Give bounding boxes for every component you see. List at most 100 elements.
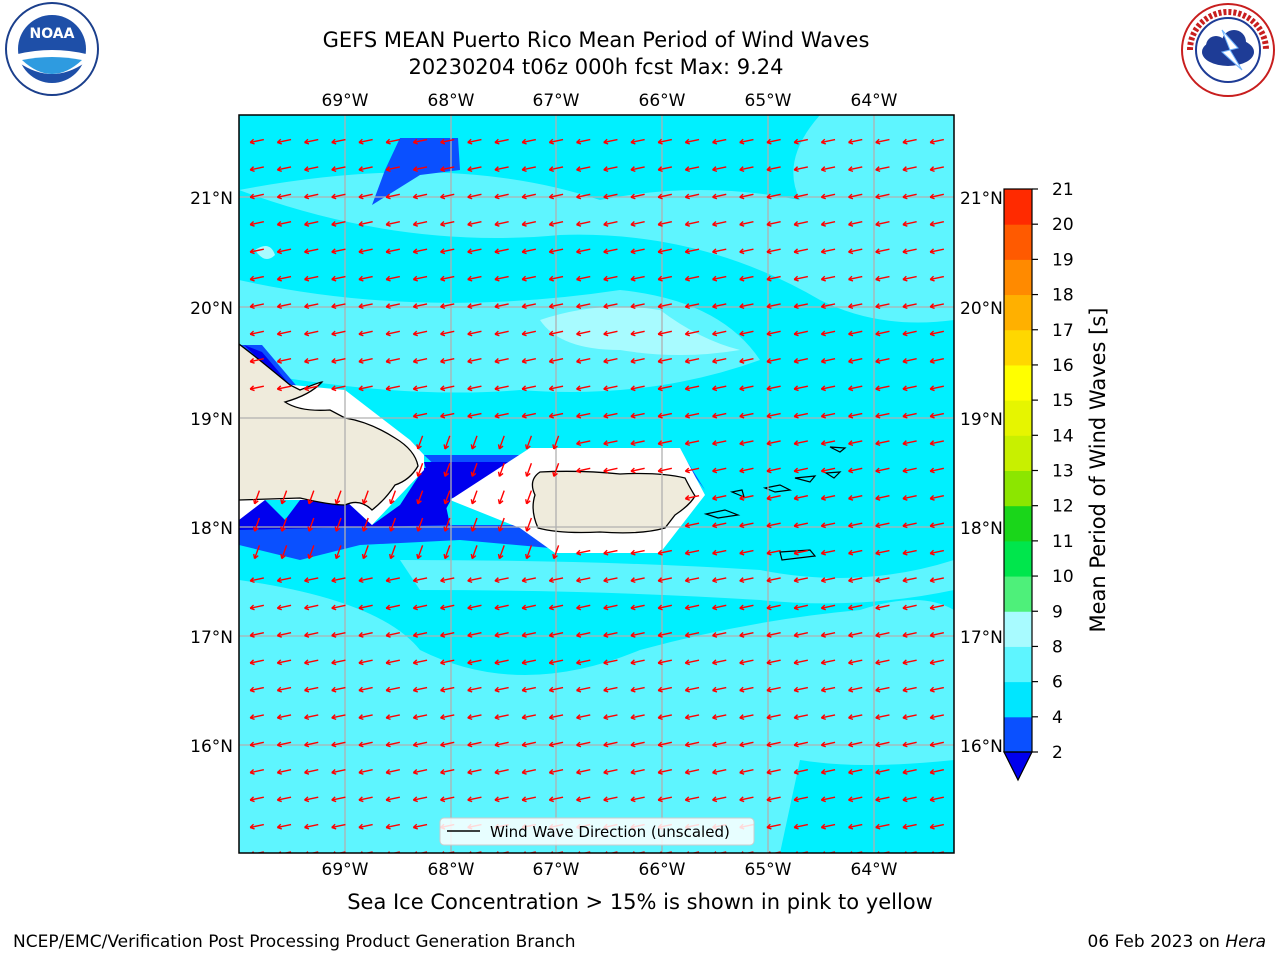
wind-arrow (685, 522, 700, 527)
sea-ice-caption: Sea Ice Concentration > 15% is shown in … (347, 890, 933, 914)
wind-arrow-head (468, 851, 472, 853)
wind-arrow (821, 796, 836, 801)
wind-arrow-head (902, 741, 908, 748)
wind-arrow (335, 490, 342, 505)
wind-arrow (413, 248, 428, 253)
wind-arrow (413, 330, 428, 335)
wind-arrow-head (304, 823, 310, 830)
wind-arrow-head (249, 686, 255, 693)
wind-arrow-head (739, 220, 745, 227)
wind-arrow-head (875, 494, 881, 501)
wind-arrow-head (684, 659, 690, 666)
wind-arrow-head (385, 768, 391, 775)
wind-arrow-head (766, 275, 772, 282)
wind-arrow-head (739, 330, 745, 337)
wind-arrow-head (443, 499, 450, 505)
wind-arrow-head (684, 467, 690, 474)
wind-arrow (930, 659, 944, 664)
wind-arrow-head (385, 275, 391, 282)
wind-arrow (902, 741, 917, 746)
colorbar-segment (1004, 576, 1032, 612)
wind-arrow-head (684, 796, 690, 803)
wind-arrow (658, 467, 672, 472)
wind-arrow (386, 796, 400, 801)
wind-arrow (549, 741, 564, 746)
wind-arrow (498, 462, 505, 477)
wind-arrow-head (440, 357, 446, 364)
wind-arrow (576, 440, 591, 445)
wind-arrow-head (684, 385, 690, 392)
wind-arrow (358, 330, 373, 335)
wind-arrow (739, 659, 754, 664)
wind-arrow (304, 385, 319, 390)
wind-arrow-head (576, 303, 582, 310)
wind-arrow (494, 659, 509, 664)
wind-arrow-head (249, 768, 255, 775)
wind-arrow (766, 358, 781, 363)
wind-arrow (685, 275, 700, 281)
wind-arrow (794, 303, 808, 308)
wind-arrow-head (470, 444, 477, 450)
wind-arrow-head (820, 248, 826, 255)
wind-arrow-head (385, 385, 391, 392)
wind-arrow (848, 577, 863, 582)
wind-arrow-head (766, 303, 772, 310)
wind-arrow (358, 303, 373, 308)
wind-arrow-head (470, 471, 477, 477)
wind-arrow-head (307, 526, 314, 532)
wind-arrow-head (304, 275, 310, 282)
wind-arrow-head (766, 193, 772, 200)
wind-arrow (658, 769, 672, 774)
noaa-logo: NOAA (5, 2, 99, 96)
wind-arrow (386, 248, 400, 253)
wind-arrow-head (548, 330, 554, 337)
wind-arrow (685, 330, 700, 335)
wind-arrow-head (304, 577, 310, 584)
wind-arrow-head (249, 714, 255, 721)
wind-arrow (250, 275, 264, 281)
wind-arrow (902, 412, 917, 418)
wind-arrow (630, 467, 645, 472)
wind-arrow (413, 659, 428, 664)
wind-arrow (902, 385, 917, 390)
wind-arrow-head (875, 166, 881, 173)
wind-arrow (413, 686, 428, 692)
wind-arrow (494, 358, 509, 363)
wind-arrow (522, 769, 536, 774)
wind-arrow-head (331, 686, 337, 693)
wind-arrow (304, 577, 319, 582)
wind-arrow-head (412, 248, 418, 255)
wind-arrow (821, 193, 836, 198)
wind-arrow-head (358, 385, 364, 392)
wind-arrow-head (630, 385, 636, 392)
wind-arrow-head (657, 248, 663, 255)
wind-arrow (498, 517, 505, 532)
wind-arrow (902, 796, 917, 801)
wind-arrow (389, 517, 397, 532)
wind-arrow-head (521, 193, 527, 200)
wind-arrow-head (603, 412, 609, 419)
wind-arrow (658, 659, 672, 664)
wind-arrow-head (389, 553, 395, 560)
wind-arrow-head (848, 412, 854, 419)
wind-arrow-head (440, 412, 446, 419)
wind-arrow-head (902, 522, 908, 529)
wind-arrow-head (793, 549, 799, 556)
wind-arrow-head (412, 275, 418, 282)
wind-arrow (358, 166, 373, 171)
colorbar-segment (1004, 611, 1032, 647)
wind-arrow-head (902, 275, 908, 282)
wind-arrow (658, 412, 672, 418)
wind-arrow-head (276, 357, 282, 364)
wind-arrow (250, 632, 264, 637)
wind-arrow (549, 796, 564, 801)
wind-arrow-head (385, 166, 391, 173)
wind-arrow-head (361, 553, 368, 560)
wind-arrow (848, 495, 863, 500)
wind-arrow (930, 358, 944, 363)
wind-arrow (603, 385, 618, 390)
wind-arrow (630, 686, 645, 692)
wind-arrow-head (521, 631, 527, 638)
wind-arrow (522, 577, 536, 582)
wind-arrow (494, 796, 509, 801)
